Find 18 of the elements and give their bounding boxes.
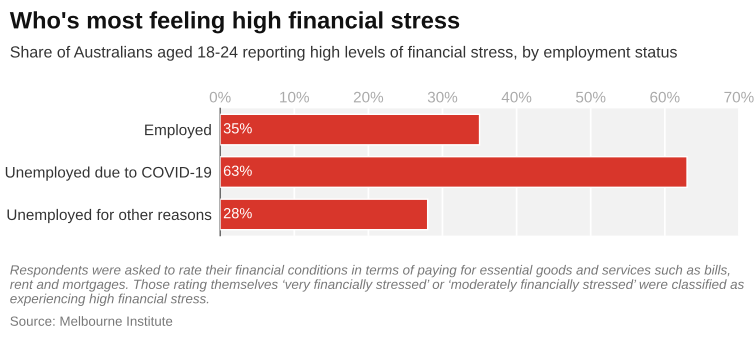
data-label: 35%: [224, 123, 252, 134]
x-tick-label: 20%: [354, 92, 384, 103]
y-tick-label: Unemployed due to COVID-19: [6, 166, 212, 181]
x-tick-label: 70%: [724, 92, 754, 103]
x-tick-label: 60%: [650, 92, 680, 103]
y-tick-label: Unemployed for other reasons: [8, 208, 212, 224]
x-tick-label: 10%: [280, 92, 310, 103]
source-note: Source: Melbourne Institute: [10, 316, 172, 326]
y-tick-label: Employed: [145, 124, 211, 138]
data-label: 28%: [224, 208, 252, 218]
x-tick-label: 50%: [576, 92, 606, 103]
text: Respondents were asked to rate their financial conditions in terms of paying for essential goods and services such as bills, rent and mortgages. Those rating themselves ‘very financially stressed’ or ‘moderately financially stressed’ were classified as experiencing high financial stress.: [10, 264, 744, 306]
chart-subtitle: Share of Australians aged 18-24 reporting high levels of financial stress, by employment status: [10, 46, 677, 61]
chart-title: Who's most feeling high financial stress: [10, 11, 460, 34]
x-tick-label: 40%: [502, 92, 532, 103]
data-label: 63%: [224, 166, 252, 176]
x-tick-label: 0%: [210, 92, 231, 103]
x-tick-label: 30%: [428, 92, 458, 103]
